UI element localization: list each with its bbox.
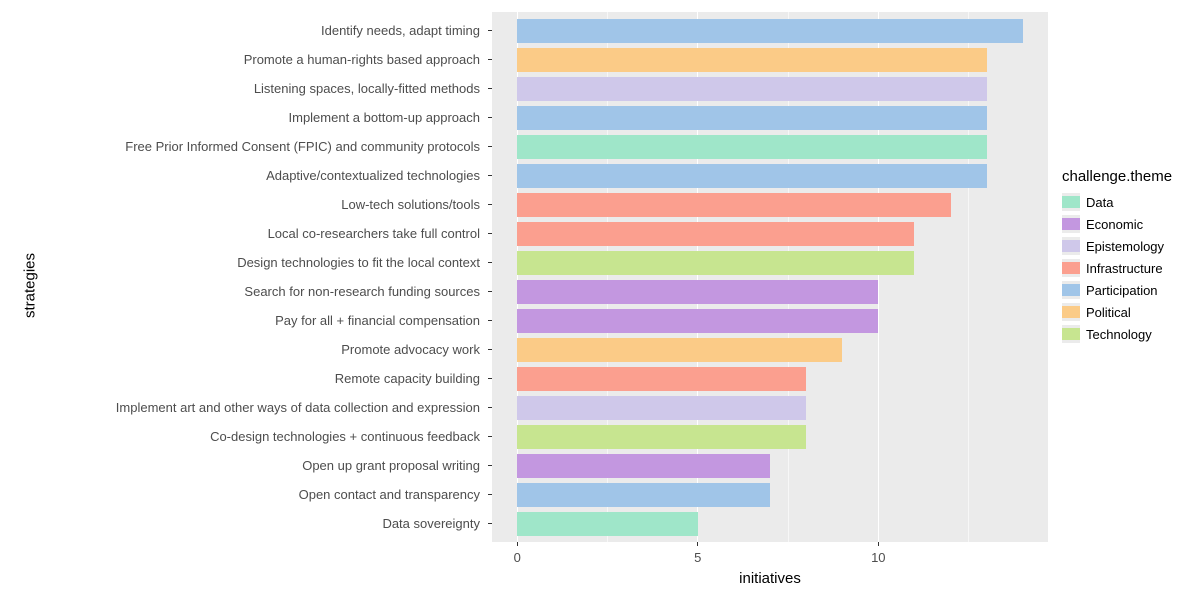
x-tick-mark: [697, 542, 698, 546]
x-tick-label: 10: [871, 550, 885, 565]
y-tick-mark: [488, 378, 492, 379]
bar: [517, 77, 986, 101]
y-tick-mark: [488, 494, 492, 495]
legend-label: Infrastructure: [1086, 261, 1163, 276]
legend-item: Infrastructure: [1062, 259, 1172, 277]
bar: [517, 367, 806, 391]
legend-label: Participation: [1086, 283, 1158, 298]
legend-swatch: [1062, 218, 1080, 230]
bar: [517, 309, 878, 333]
bar: [517, 425, 806, 449]
legend-swatch: [1062, 240, 1080, 252]
y-tick-label: Promote advocacy work: [0, 343, 480, 356]
y-tick-mark: [488, 175, 492, 176]
legend-item: Epistemology: [1062, 237, 1172, 255]
y-tick-mark: [488, 349, 492, 350]
bar: [517, 396, 806, 420]
bar: [517, 48, 986, 72]
bar: [517, 338, 842, 362]
legend-key: [1062, 215, 1080, 233]
y-tick-mark: [488, 88, 492, 89]
x-tick-label: 0: [514, 550, 521, 565]
legend-label: Economic: [1086, 217, 1143, 232]
y-axis-title: strategies: [22, 253, 39, 318]
legend-key: [1062, 259, 1080, 277]
legend-key: [1062, 281, 1080, 299]
legend-swatch: [1062, 306, 1080, 318]
y-tick-label: Pay for all + financial compensation: [0, 314, 480, 327]
legend-item: Political: [1062, 303, 1172, 321]
y-tick-mark: [488, 117, 492, 118]
y-tick-label: Listening spaces, locally-fitted methods: [0, 82, 480, 95]
y-tick-label: Adaptive/contextualized technologies: [0, 169, 480, 182]
y-tick-mark: [488, 30, 492, 31]
legend-label: Epistemology: [1086, 239, 1164, 254]
legend-item: Data: [1062, 193, 1172, 211]
x-axis-title: initiatives: [739, 570, 801, 587]
y-tick-mark: [488, 465, 492, 466]
y-tick-mark: [488, 59, 492, 60]
legend-key: [1062, 237, 1080, 255]
y-tick-mark: [488, 523, 492, 524]
y-tick-label: Free Prior Informed Consent (FPIC) and c…: [0, 140, 480, 153]
legend-key: [1062, 303, 1080, 321]
y-tick-mark: [488, 407, 492, 408]
bar: [517, 106, 986, 130]
y-tick-label: Design technologies to fit the local con…: [0, 256, 480, 269]
y-tick-label: Promote a human-rights based approach: [0, 53, 480, 66]
legend-key: [1062, 325, 1080, 343]
y-tick-label: Co-design technologies + continuous feed…: [0, 430, 480, 443]
legend-item: Economic: [1062, 215, 1172, 233]
chart-root: Identify needs, adapt timing Promote a hu…: [0, 0, 1200, 601]
legend-title: challenge.theme: [1062, 168, 1172, 185]
bar: [517, 222, 914, 246]
bar: [517, 280, 878, 304]
y-tick-label: Low-tech solutions/tools: [0, 198, 480, 211]
legend-swatch: [1062, 284, 1080, 296]
bar: [517, 454, 770, 478]
y-tick-label: Search for non-research funding sources: [0, 285, 480, 298]
legend-item: Participation: [1062, 281, 1172, 299]
legend-swatch: [1062, 262, 1080, 274]
legend-label: Technology: [1086, 327, 1152, 342]
y-tick-label: Remote capacity building: [0, 372, 480, 385]
x-tick-label: 5: [694, 550, 701, 565]
legend-label: Data: [1086, 195, 1113, 210]
legend-items: Data Economic Epistemology Infrastructure Pa…: [1062, 193, 1172, 343]
y-tick-mark: [488, 233, 492, 234]
bar: [517, 193, 950, 217]
y-tick-label: Data sovereignty: [0, 517, 480, 530]
legend-key: [1062, 193, 1080, 211]
legend-swatch: [1062, 328, 1080, 340]
legend-label: Political: [1086, 305, 1131, 320]
bar: [517, 135, 986, 159]
y-tick-label: Open up grant proposal writing: [0, 459, 480, 472]
x-tick-mark: [878, 542, 879, 546]
legend: challenge.theme Data Economic Epistemology…: [1062, 168, 1172, 347]
y-tick-mark: [488, 291, 492, 292]
y-tick-label: Identify needs, adapt timing: [0, 24, 480, 37]
y-tick-label: Local co-researchers take full control: [0, 227, 480, 240]
bar: [517, 251, 914, 275]
y-tick-mark: [488, 262, 492, 263]
bar: [517, 483, 770, 507]
y-tick-label: Implement a bottom-up approach: [0, 111, 480, 124]
bar: [517, 19, 1022, 43]
y-tick-label: Implement art and other ways of data col…: [0, 401, 480, 414]
y-tick-mark: [488, 436, 492, 437]
legend-swatch: [1062, 196, 1080, 208]
y-tick-mark: [488, 204, 492, 205]
bar: [517, 512, 698, 536]
legend-item: Technology: [1062, 325, 1172, 343]
y-tick-label: Open contact and transparency: [0, 488, 480, 501]
y-tick-mark: [488, 320, 492, 321]
y-tick-mark: [488, 146, 492, 147]
bar: [517, 164, 986, 188]
x-tick-mark: [517, 542, 518, 546]
